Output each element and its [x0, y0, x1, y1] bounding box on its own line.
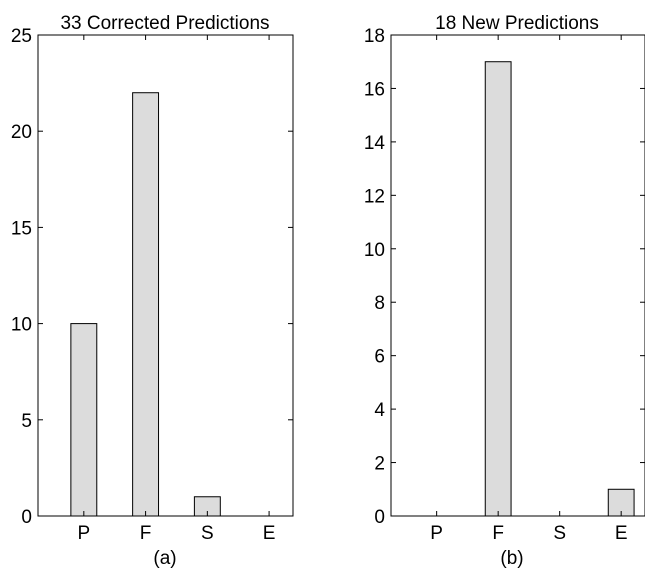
bar-f — [132, 92, 160, 517]
y-tick-label: 2 — [374, 454, 385, 475]
y-tick-label: 16 — [364, 79, 385, 100]
x-tick-label-s: S — [553, 523, 566, 544]
y-tick-label: 15 — [11, 218, 32, 239]
x-tick-label-s: S — [201, 523, 214, 544]
y-tick-label: 0 — [21, 507, 32, 528]
chart-panel-b: 0 2 4 6 8 10 12 14 16 18 P F S E 18 New Predictions (b) — [364, 13, 645, 569]
x-tick-label-p: P — [77, 523, 90, 544]
y-tick-label: 10 — [364, 240, 385, 261]
y-tick-label: 14 — [364, 133, 386, 154]
bar-f — [484, 61, 512, 517]
axis-frame — [37, 34, 294, 517]
y-tick-label: 8 — [374, 293, 385, 314]
y-tick-label: 5 — [21, 411, 32, 432]
y-tick-label: 25 — [11, 26, 32, 47]
y-tick-label: 4 — [374, 400, 385, 421]
y-tick-label: 0 — [374, 507, 385, 528]
x-tick-label-f: F — [140, 523, 152, 544]
x-tick-label-p: P — [430, 523, 443, 544]
bar-p — [70, 323, 98, 517]
y-tick-label: 6 — [374, 347, 385, 368]
y-tick-label: 20 — [11, 122, 32, 143]
x-tick-label-f: F — [492, 523, 504, 544]
y-tick-label: 10 — [11, 315, 32, 336]
subfigure-label: (b) — [500, 548, 523, 569]
chart-title: 18 New Predictions — [435, 13, 599, 34]
axis-frame — [390, 34, 645, 517]
chart-panel-a: 0 5 10 15 20 25 P F S E 33 Corrected Predictions (a… — [11, 13, 294, 569]
y-tick-label: 12 — [364, 186, 385, 207]
y-tick-label: 18 — [364, 26, 385, 47]
chart-title: 33 Corrected Predictions — [60, 13, 269, 34]
subfigure-label: (a) — [153, 548, 176, 569]
x-tick-label-e: E — [263, 523, 276, 544]
x-tick-label-e: E — [615, 523, 628, 544]
